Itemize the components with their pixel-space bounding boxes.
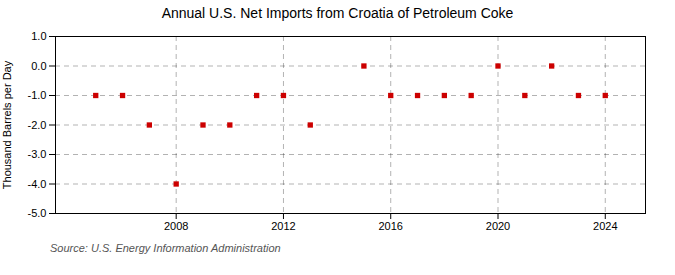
svg-text:2024: 2024 (593, 220, 617, 232)
svg-text:-4.0: -4.0 (28, 178, 47, 190)
svg-text:2020: 2020 (486, 220, 510, 232)
svg-text:0.0: 0.0 (31, 60, 46, 72)
svg-text:-2.0: -2.0 (28, 119, 47, 131)
svg-text:2016: 2016 (378, 220, 402, 232)
svg-text:Thousand Barrels per Day: Thousand Barrels per Day (1, 60, 13, 189)
svg-text:2012: 2012 (271, 220, 295, 232)
svg-text:-3.0: -3.0 (28, 148, 47, 160)
svg-text:-5.0: -5.0 (28, 207, 47, 219)
html-text:Source: U.S. Energy Informatio: Source: U.S. Energy Information Administ… (50, 242, 281, 254)
svg-text:1.0: 1.0 (31, 30, 46, 42)
html-text:Annual U.S. Net Imports from C: Annual U.S. Net Imports from Croatia of … (161, 5, 514, 21)
svg-text:-1.0: -1.0 (28, 89, 47, 101)
svg-text:2008: 2008 (164, 220, 188, 232)
